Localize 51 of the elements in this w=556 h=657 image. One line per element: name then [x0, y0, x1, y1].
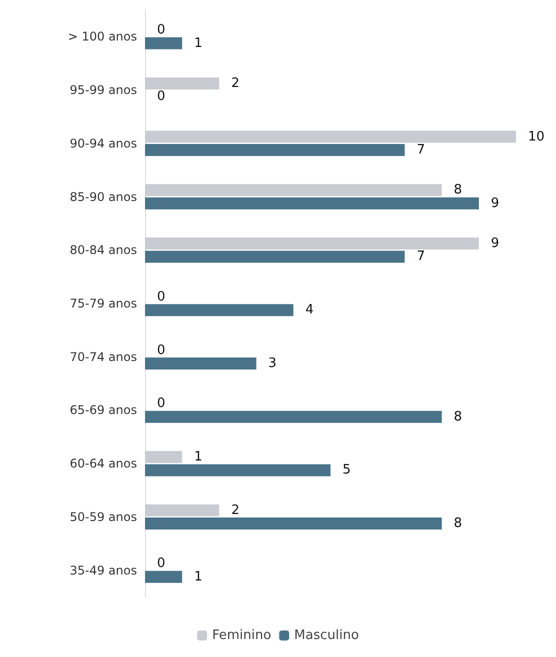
- y-tick-label: 70-74 anos: [70, 350, 137, 364]
- bar: [145, 197, 479, 210]
- y-tick-label: 75-79 anos: [70, 296, 137, 310]
- data-label: 7: [416, 142, 425, 158]
- data-label: 1: [194, 449, 202, 464]
- y-tick-label: 65-69 anos: [70, 403, 137, 418]
- bar: [145, 450, 182, 463]
- y-tick-label: > 100 anos: [68, 30, 137, 44]
- bar: [145, 130, 516, 143]
- data-label: 2: [231, 76, 240, 91]
- bar: [145, 238, 479, 250]
- y-tick-label: 90-94 anos: [70, 136, 137, 150]
- bar: [145, 250, 405, 263]
- data-label: 1: [194, 36, 202, 51]
- legend-label: Masculino: [294, 628, 359, 643]
- y-tick-label: 35-49 anos: [70, 563, 137, 578]
- bar: [145, 184, 442, 196]
- data-label: 5: [342, 462, 351, 478]
- bar: [145, 410, 442, 423]
- data-label: 0: [157, 396, 166, 412]
- legend-label: Feminino: [212, 628, 272, 643]
- data-label: 9: [490, 196, 500, 211]
- bar: [145, 464, 330, 476]
- y-tick-label: 95-99 anos: [70, 83, 137, 98]
- data-label: 2: [231, 502, 240, 518]
- data-label: 0: [157, 89, 166, 104]
- data-label: 10: [528, 129, 545, 144]
- bar: [145, 77, 220, 90]
- data-label: 0: [157, 22, 166, 38]
- y-tick-label: 80-84 anos: [70, 243, 137, 258]
- bar: [145, 144, 405, 156]
- bar: [145, 304, 294, 316]
- bar: [145, 37, 182, 50]
- data-label: 0: [157, 342, 166, 358]
- bar: [145, 570, 182, 583]
- data-label: 8: [454, 409, 462, 424]
- data-label: 0: [157, 556, 166, 572]
- data-label: 0: [157, 289, 166, 304]
- data-label: 9: [490, 236, 500, 252]
- data-label: 7: [416, 249, 425, 264]
- bar: [145, 518, 442, 530]
- data-label: 8: [454, 516, 462, 532]
- y-tick-label: 60-64 anos: [70, 456, 137, 471]
- bar: [145, 504, 220, 516]
- y-tick-label: 85-90 anos: [70, 190, 137, 204]
- data-label: 4: [305, 302, 314, 318]
- data-label: 8: [454, 182, 462, 198]
- data-label: 1: [194, 569, 202, 584]
- bar: [145, 357, 256, 370]
- y-tick-label: 50-59 anos: [70, 510, 137, 524]
- data-label: 3: [268, 356, 277, 371]
